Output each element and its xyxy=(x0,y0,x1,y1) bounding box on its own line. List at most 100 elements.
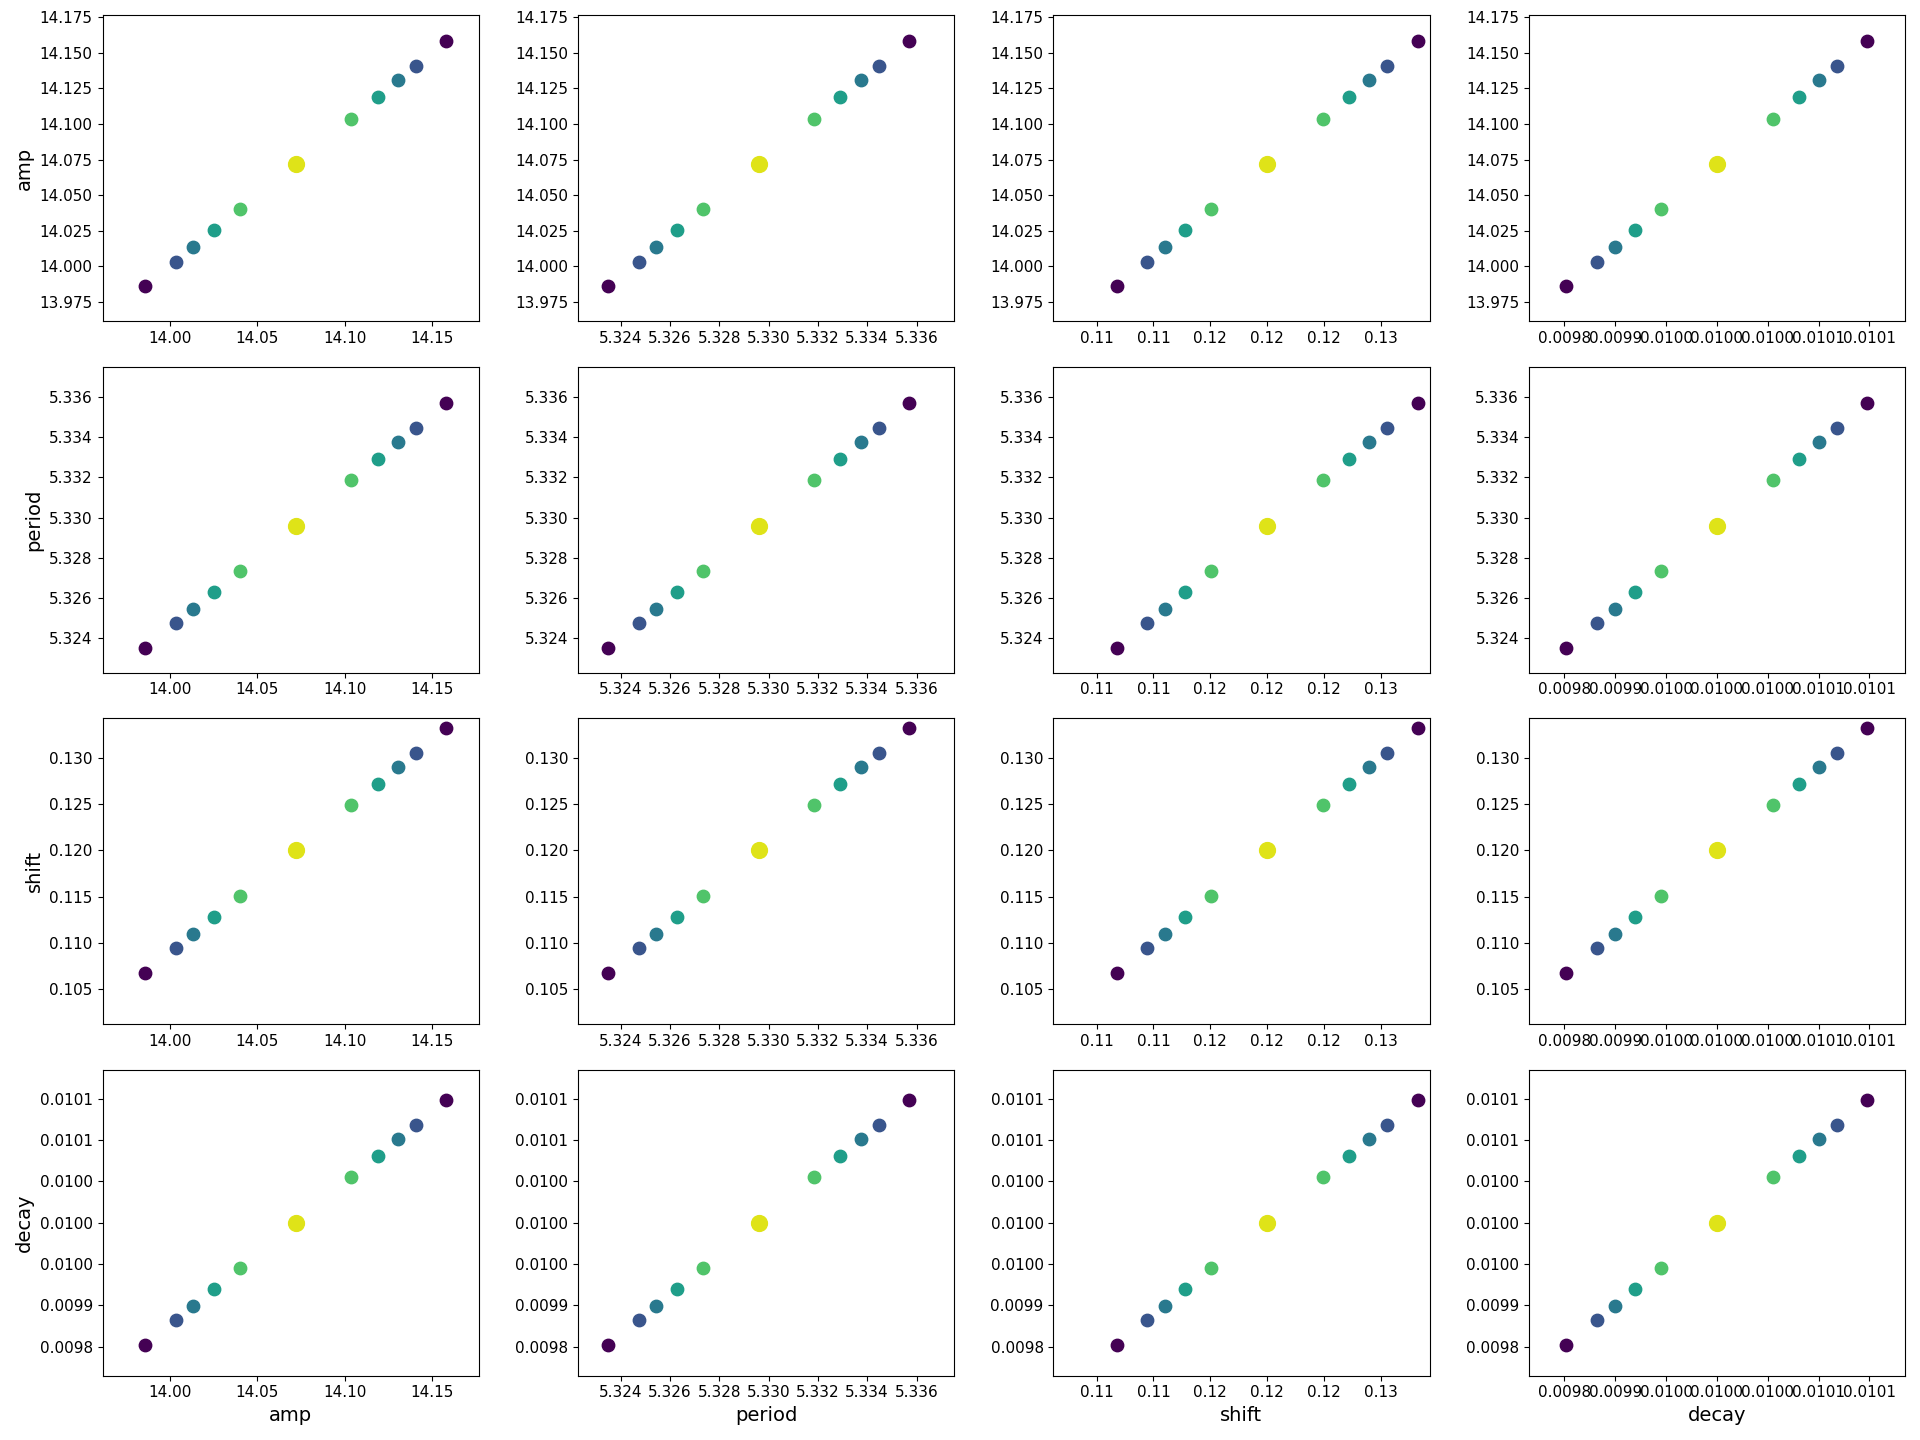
Point xyxy=(624,1309,655,1332)
Point xyxy=(1805,1128,1836,1151)
Point xyxy=(280,1211,311,1234)
Point xyxy=(1784,86,1814,109)
Point xyxy=(382,431,413,454)
Point xyxy=(1822,1113,1853,1136)
Point xyxy=(200,219,230,242)
Point xyxy=(1371,55,1402,78)
Point xyxy=(743,153,774,176)
Point xyxy=(1645,884,1676,907)
Point xyxy=(1196,884,1227,907)
Point xyxy=(1196,1256,1227,1279)
Point xyxy=(1131,251,1162,274)
Point xyxy=(624,936,655,959)
Point xyxy=(864,416,895,439)
Point xyxy=(662,1277,693,1300)
Point xyxy=(179,236,209,259)
Point xyxy=(687,884,718,907)
Point xyxy=(280,514,311,537)
Point xyxy=(1805,69,1836,92)
Point xyxy=(131,962,161,985)
Point xyxy=(845,756,876,779)
Point xyxy=(401,55,432,78)
Point xyxy=(593,1333,624,1356)
Point xyxy=(131,275,161,298)
Point xyxy=(1102,962,1133,985)
Point xyxy=(1354,69,1384,92)
Point xyxy=(864,1113,895,1136)
Point xyxy=(1131,1309,1162,1332)
Point xyxy=(200,1277,230,1300)
Point xyxy=(430,716,461,739)
Point xyxy=(743,838,774,861)
Point xyxy=(1805,431,1836,454)
Point xyxy=(1551,1333,1582,1356)
Point xyxy=(200,906,230,929)
Point xyxy=(1102,1333,1133,1356)
Point xyxy=(1784,448,1814,471)
Point xyxy=(1599,598,1630,621)
Point xyxy=(1402,1089,1432,1112)
Point xyxy=(1701,153,1732,176)
Point xyxy=(161,251,192,274)
Point xyxy=(593,962,624,985)
Y-axis label: amp: amp xyxy=(15,147,35,190)
Point xyxy=(1853,716,1884,739)
Point xyxy=(1169,219,1200,242)
Point xyxy=(1150,922,1181,945)
Point xyxy=(687,197,718,220)
Point xyxy=(1551,636,1582,660)
Point xyxy=(1371,416,1402,439)
Point xyxy=(1620,1277,1651,1300)
Point xyxy=(1551,275,1582,298)
Point xyxy=(1645,559,1676,582)
Point xyxy=(1620,906,1651,929)
Point xyxy=(624,612,655,635)
Point xyxy=(826,448,856,471)
Point xyxy=(336,1166,367,1189)
Point xyxy=(893,716,924,739)
X-axis label: amp: amp xyxy=(269,1405,313,1426)
Point xyxy=(1645,197,1676,220)
Point xyxy=(1169,1277,1200,1300)
Point xyxy=(1645,1256,1676,1279)
Point xyxy=(864,742,895,765)
Point xyxy=(687,1256,718,1279)
Y-axis label: shift: shift xyxy=(25,850,44,893)
Point xyxy=(1102,636,1133,660)
Point xyxy=(1332,86,1363,109)
Point xyxy=(363,1145,394,1168)
X-axis label: shift: shift xyxy=(1221,1405,1263,1426)
Point xyxy=(1822,55,1853,78)
Point xyxy=(1757,107,1788,130)
Point xyxy=(799,469,829,492)
Point xyxy=(1252,514,1283,537)
Point xyxy=(1150,236,1181,259)
Point xyxy=(1150,598,1181,621)
Point xyxy=(430,30,461,53)
Point xyxy=(363,772,394,795)
Point xyxy=(624,251,655,274)
Point xyxy=(826,772,856,795)
Point xyxy=(382,1128,413,1151)
Point xyxy=(1354,756,1384,779)
Y-axis label: period: period xyxy=(25,488,44,550)
Point xyxy=(225,559,255,582)
Point xyxy=(593,275,624,298)
Point xyxy=(1582,936,1613,959)
Point xyxy=(826,86,856,109)
Point xyxy=(845,69,876,92)
Point xyxy=(1701,1211,1732,1234)
Point xyxy=(864,55,895,78)
Point xyxy=(430,1089,461,1112)
Point xyxy=(225,884,255,907)
Point xyxy=(1131,936,1162,959)
Point xyxy=(179,922,209,945)
Point xyxy=(1853,30,1884,53)
Point xyxy=(1308,793,1338,816)
Point xyxy=(743,1211,774,1234)
Point xyxy=(1757,469,1788,492)
Point xyxy=(1169,906,1200,929)
Point xyxy=(1757,793,1788,816)
Point xyxy=(280,838,311,861)
Point xyxy=(1822,416,1853,439)
